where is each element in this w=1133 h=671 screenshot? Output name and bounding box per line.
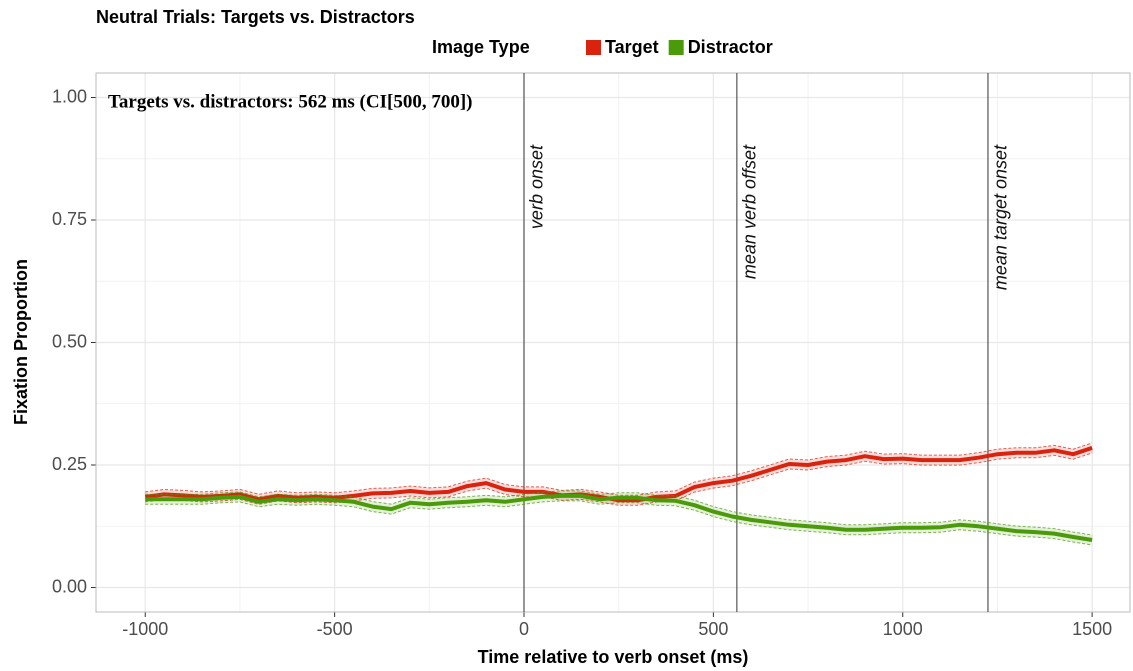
legend-swatch [668,40,684,55]
reference-label: mean target onset [991,144,1011,290]
ci-bound [145,442,1093,496]
x-tick-label: -500 [317,619,353,639]
y-tick-label: 0.00 [52,576,87,596]
ci-bound [145,452,1093,506]
series-line [145,493,1093,542]
series-line [144,446,1093,503]
x-tick-label: -1000 [122,619,168,639]
x-tick-label: 1000 [883,619,923,639]
panel-border [95,72,1131,613]
legend-label: Target [605,37,659,57]
legend-title: Image Type [432,37,530,57]
reference-label: verb onset [527,144,547,229]
x-tick-label: 1500 [1072,619,1112,639]
y-axis-label: Fixation Proportion [11,259,31,425]
reference-label: mean verb offset [740,144,760,279]
x-tick-label: 0 [519,619,529,639]
ci-bound [145,500,1093,546]
x-tick-label: 500 [698,619,728,639]
y-tick-label: 0.25 [52,454,87,474]
y-tick-label: 1.00 [52,86,87,106]
annotation: Targets vs. distractors: 562 ms (CI[500,… [108,91,472,112]
legend-swatch [586,40,601,55]
legend-label: Distractor [688,37,773,57]
y-tick-label: 0.75 [52,209,87,229]
chart-title: Neutral Trials: Targets vs. Distractors [96,7,415,27]
y-tick-label: 0.50 [52,331,87,351]
x-axis-label: Time relative to verb onset (ms) [478,647,749,667]
ci-bound [145,490,1093,536]
